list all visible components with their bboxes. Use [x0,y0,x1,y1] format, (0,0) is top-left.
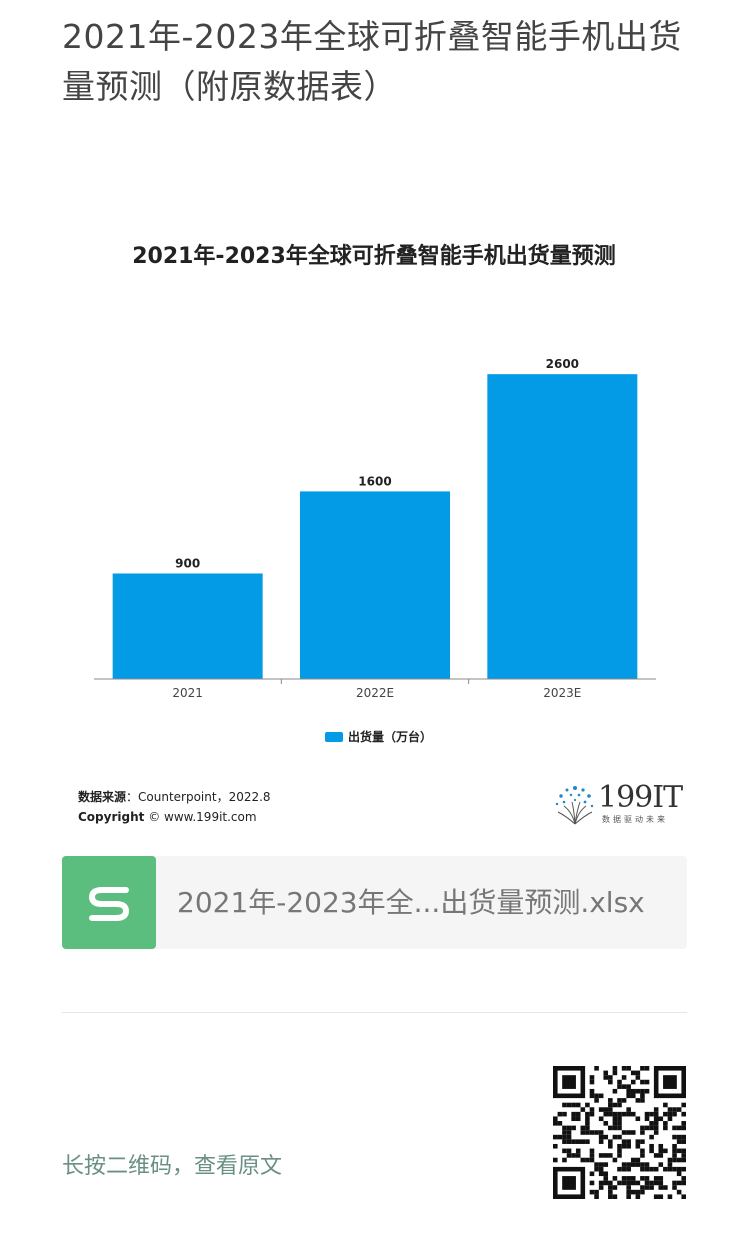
qr-caption: 长按二维码，查看原文 [62,1154,283,1179]
source-text: ：Counterpoint，2022.8 [126,790,271,804]
qr-pattern [553,1066,686,1199]
data-label: 1600 [358,474,391,488]
legend-label: 出货量（万台） [348,729,432,744]
bar-2021 [112,573,263,679]
x-tick-label: 2023E [543,686,581,700]
divider [62,1012,687,1013]
bar-chart: 2021年-2023年全球可折叠智能手机出货量预测 900 1600 2600 20… [94,243,656,744]
s-glyph-icon [89,887,129,921]
dandelion-icon [555,786,594,825]
article-title: 2021年-2023年全球可折叠智能手机出货量预测（附原数据表） [62,17,682,106]
data-label: 2600 [546,357,579,371]
199it-logo: 199IT 数据驱动未来 [552,778,683,828]
source-note: 数据来源：Counterpoint，2022.8 Copyright © www… [78,787,271,827]
bar-group: 900 1600 2600 [112,357,638,679]
x-tick-label: 2021 [172,686,203,700]
copyright-text: © www.199it.com [148,810,257,824]
chart-title: 2021年-2023年全球可折叠智能手机出货量预测 [132,243,616,269]
bar-2023E [487,374,638,679]
data-label: 900 [175,556,200,570]
file-name[interactable]: 2021年-2023年全...出货量预测.xlsx [177,886,645,919]
x-axis-ticks: 2021 2022E 2023E [172,679,581,700]
bar-2022E [300,491,450,679]
file-attachment-card[interactable]: 2021年-2023年全...出货量预测.xlsx [62,856,687,949]
legend-swatch [325,732,343,742]
legend: 出货量（万台） [325,729,432,744]
source-label: 数据来源 [78,790,127,804]
spreadsheet-s-icon [62,856,156,949]
chart-image[interactable]: 2021年-2023年全球可折叠智能手机出货量预测 900 1600 2600 20… [62,225,687,840]
qr-code-icon[interactable] [553,1066,686,1199]
x-tick-label: 2022E [356,686,394,700]
logo-tagline: 数据驱动未来 [602,815,668,824]
logo-text: 199IT [598,780,683,815]
copyright-label: Copyright [78,810,145,824]
